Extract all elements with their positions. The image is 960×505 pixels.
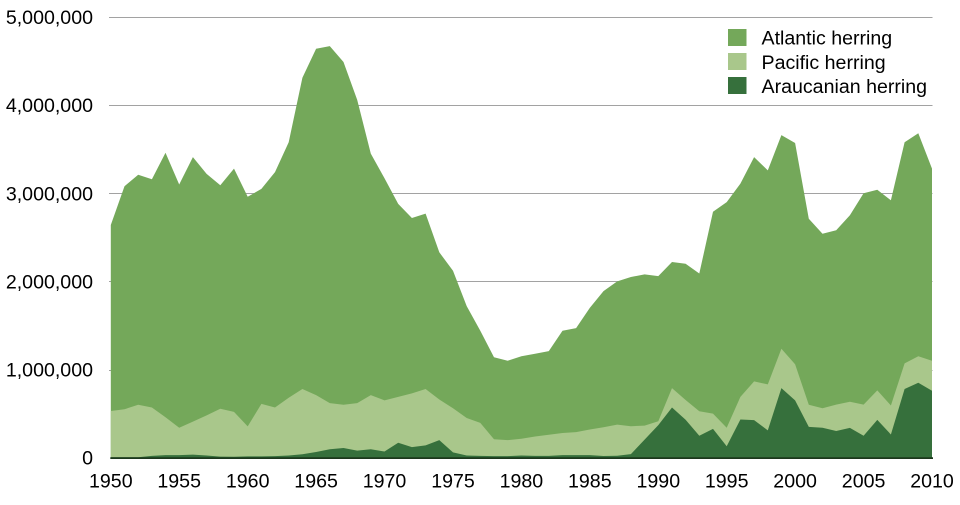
- svg-text:2,000,000: 2,000,000: [6, 271, 93, 293]
- svg-text:Pacific herring: Pacific herring: [762, 52, 886, 74]
- svg-text:2005: 2005: [842, 471, 886, 493]
- svg-text:2000: 2000: [773, 471, 817, 493]
- svg-text:1975: 1975: [431, 471, 475, 493]
- svg-text:1985: 1985: [568, 471, 612, 493]
- svg-text:1955: 1955: [157, 471, 201, 493]
- svg-text:1995: 1995: [705, 471, 749, 493]
- svg-text:1965: 1965: [294, 471, 338, 493]
- svg-text:1950: 1950: [89, 471, 133, 493]
- svg-text:0: 0: [82, 448, 93, 470]
- svg-text:1980: 1980: [500, 471, 544, 493]
- svg-text:1990: 1990: [637, 471, 681, 493]
- svg-text:Atlantic herring: Atlantic herring: [762, 28, 893, 50]
- svg-text:1,000,000: 1,000,000: [6, 360, 93, 382]
- svg-text:3,000,000: 3,000,000: [6, 183, 93, 205]
- svg-text:Araucanian herring: Araucanian herring: [762, 76, 928, 98]
- svg-text:4,000,000: 4,000,000: [6, 95, 93, 117]
- svg-text:5,000,000: 5,000,000: [6, 7, 93, 29]
- svg-text:2010: 2010: [910, 471, 954, 493]
- svg-text:1970: 1970: [363, 471, 407, 493]
- svg-text:1960: 1960: [226, 471, 270, 493]
